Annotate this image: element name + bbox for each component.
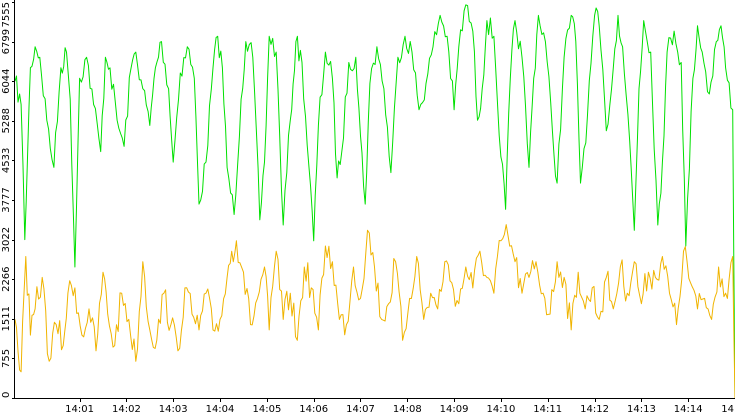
x-tick-label: 14:02 bbox=[112, 404, 141, 415]
axis-layer bbox=[14, 0, 735, 399]
y-tick-label: 1511 bbox=[1, 306, 12, 331]
series-line-2 bbox=[14, 224, 735, 399]
x-tick-label: 14:04 bbox=[206, 404, 235, 415]
y-tick-label: 4533 bbox=[1, 148, 12, 173]
x-tick-label: 14:13 bbox=[627, 404, 656, 415]
x-ticks: 14:01 14:02 14:03 14:04 14:05 14:06 14:07 14:08… bbox=[65, 398, 734, 415]
x-tick-label: 14:07 bbox=[346, 404, 375, 415]
y-tick-label: 7555 bbox=[1, 2, 12, 27]
x-tick-label: 14:01 bbox=[65, 404, 94, 415]
series-layer bbox=[14, 4, 735, 399]
y-tick-label: 0 bbox=[1, 392, 12, 398]
y-tick-label: 6799 bbox=[1, 29, 12, 54]
x-tick-label: 14:10 bbox=[486, 404, 515, 415]
y-tick-label: 5288 bbox=[1, 108, 12, 133]
y-tick-label: 3022 bbox=[1, 227, 12, 252]
y-tick-label: 2266 bbox=[1, 266, 12, 291]
x-tick-label: 14:14 bbox=[674, 404, 703, 415]
x-tick-label: 14:05 bbox=[252, 404, 281, 415]
x-tick-label: 14:09 bbox=[440, 404, 469, 415]
x-tick-label: 14:06 bbox=[299, 404, 328, 415]
x-tick-label: 14 bbox=[721, 404, 734, 415]
x-tick-label: 14:03 bbox=[159, 404, 188, 415]
y-tick-label: 755 bbox=[1, 349, 12, 368]
x-tick-label: 14:08 bbox=[393, 404, 422, 415]
x-tick-label: 14:11 bbox=[533, 404, 562, 415]
x-tick-label: 14:12 bbox=[580, 404, 609, 415]
y-tick-label: 6044 bbox=[1, 68, 12, 93]
y-tick-label: 3777 bbox=[1, 187, 12, 212]
y-ticks: 0 755 1511 2266 3022 3777 4533 5288 6044 6799 7555 bbox=[1, 2, 15, 399]
series-line-1 bbox=[14, 4, 735, 399]
